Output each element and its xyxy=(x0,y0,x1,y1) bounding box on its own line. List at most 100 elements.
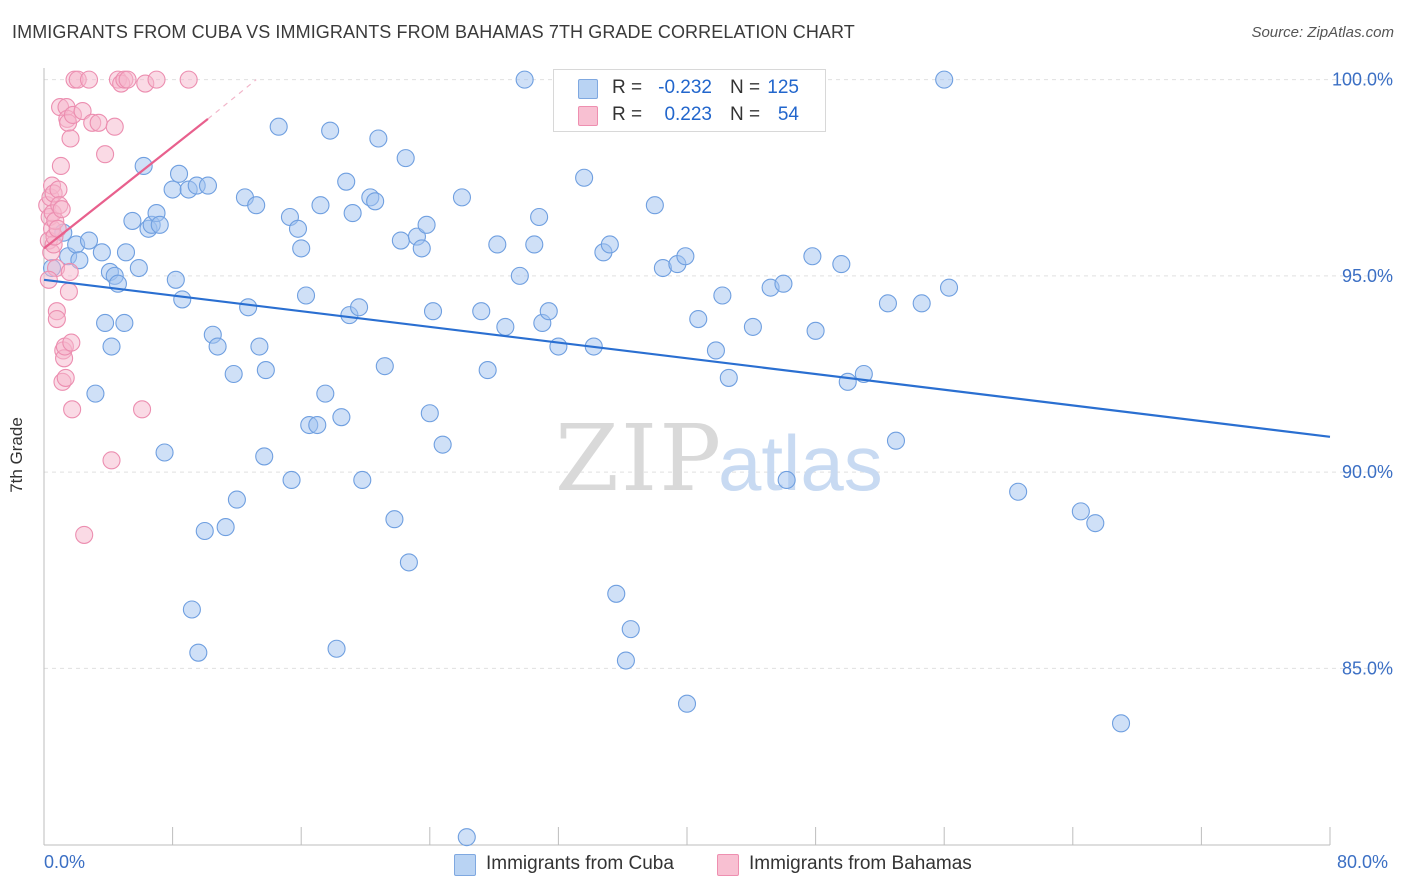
point-cuba xyxy=(96,313,115,333)
point-bahamas xyxy=(61,129,80,148)
y-tick-label: 95.0% xyxy=(1342,266,1393,286)
point-cuba xyxy=(169,164,189,183)
point-cuba xyxy=(198,176,218,195)
point-bahamas xyxy=(79,70,99,89)
point-cuba xyxy=(296,286,316,305)
point-bahamas xyxy=(96,145,115,164)
point-cuba xyxy=(488,235,507,254)
point-cuba xyxy=(939,278,959,297)
point-bahamas xyxy=(62,333,81,352)
point-bahamas xyxy=(48,219,67,238)
point-cuba xyxy=(412,239,431,258)
point-cuba xyxy=(689,309,708,329)
legend-n-label: N = xyxy=(730,77,761,98)
point-cuba xyxy=(155,443,174,462)
point-bahamas xyxy=(51,156,70,176)
point-cuba xyxy=(399,553,418,572)
point-cuba xyxy=(878,294,897,313)
point-cuba xyxy=(163,180,182,199)
point-cuba xyxy=(832,255,851,274)
point-cuba xyxy=(677,694,697,713)
point-cuba xyxy=(115,313,134,333)
point-cuba xyxy=(369,129,388,148)
point-cuba xyxy=(433,435,452,454)
watermark-zip: ZIP xyxy=(555,405,723,512)
point-cuba xyxy=(1086,514,1105,533)
watermark: ZIP atlas xyxy=(555,405,883,512)
point-cuba xyxy=(123,211,142,230)
point-cuba xyxy=(224,364,243,384)
point-cuba xyxy=(1111,714,1131,733)
point-cuba xyxy=(92,243,111,262)
legend-n-value-bahamas: 54 xyxy=(777,104,799,125)
y-tick-label: 90.0% xyxy=(1342,462,1393,482)
point-cuba xyxy=(292,239,311,258)
point-cuba xyxy=(86,384,105,403)
point-cuba xyxy=(288,219,308,238)
point-cuba xyxy=(239,298,258,317)
point-cuba xyxy=(102,337,121,356)
point-cuba xyxy=(676,247,695,266)
point-cuba xyxy=(854,364,873,384)
point-bahamas xyxy=(49,180,68,199)
point-cuba xyxy=(134,156,153,176)
point-bahamas xyxy=(60,262,79,282)
point-cuba xyxy=(719,368,738,387)
axes xyxy=(43,68,1331,846)
point-cuba xyxy=(116,243,136,262)
point-cuba xyxy=(645,196,664,215)
point-cuba xyxy=(457,828,476,847)
point-cuba xyxy=(216,518,235,537)
legend-n-value-cuba: 125 xyxy=(767,77,799,98)
y-tick-label: 85.0% xyxy=(1342,658,1393,678)
point-cuba xyxy=(423,302,443,321)
point-cuba xyxy=(173,290,192,309)
point-cuba xyxy=(337,172,356,191)
bottom-legend-swatch-bahamas xyxy=(717,854,739,876)
point-cuba xyxy=(321,121,340,140)
point-cuba xyxy=(515,70,534,89)
point-cuba xyxy=(79,231,99,250)
point-cuba xyxy=(366,192,385,211)
point-cuba xyxy=(525,235,544,254)
chart-title: IMMIGRANTS FROM CUBA VS IMMIGRANTS FROM … xyxy=(12,22,855,42)
point-cuba xyxy=(706,341,725,360)
point-cuba xyxy=(539,302,558,321)
legend-n-label: N = xyxy=(730,104,761,125)
y-axis-label: 7th Grade xyxy=(7,417,26,493)
point-cuba xyxy=(478,361,497,380)
point-cuba xyxy=(1009,482,1028,501)
point-cuba xyxy=(803,247,822,266)
point-bahamas xyxy=(73,101,92,121)
point-cuba xyxy=(549,337,568,356)
point-cuba xyxy=(316,384,335,403)
point-bahamas xyxy=(52,200,71,219)
point-cuba xyxy=(838,372,857,391)
point-cuba xyxy=(530,207,549,227)
point-cuba xyxy=(150,215,169,234)
point-cuba xyxy=(353,470,372,490)
trend-line-bahamas-extension xyxy=(207,79,257,120)
point-cuba xyxy=(208,337,227,356)
x-tick-label-max: 80.0% xyxy=(1337,852,1389,872)
point-cuba xyxy=(282,470,301,490)
point-cuba xyxy=(195,521,214,541)
point-bahamas xyxy=(56,368,75,387)
point-cuba xyxy=(375,357,394,376)
point-cuba xyxy=(452,188,472,207)
legend-r-value-bahamas: 0.223 xyxy=(664,104,712,125)
point-cuba xyxy=(621,620,640,639)
series-cuba xyxy=(42,70,1131,847)
point-cuba xyxy=(417,215,436,234)
point-cuba xyxy=(420,404,439,423)
point-cuba xyxy=(616,651,635,670)
point-bahamas xyxy=(59,282,78,301)
point-cuba xyxy=(935,70,954,89)
gridlines xyxy=(44,79,1390,669)
legend-row-bahamas: R = 0.223 N = 54 xyxy=(554,102,824,128)
point-cuba xyxy=(496,317,515,336)
series-bahamas xyxy=(38,70,198,544)
x-tick-label-min: 0.0% xyxy=(44,852,86,872)
bottom-legend-label-bahamas: Immigrants from Bahamas xyxy=(749,853,972,874)
